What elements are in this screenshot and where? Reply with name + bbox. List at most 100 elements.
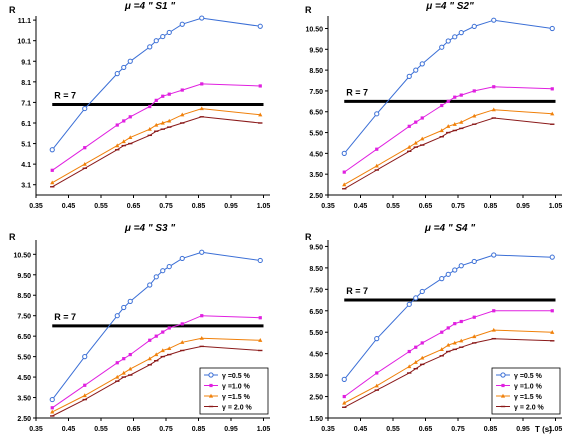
data-point-series-2 bbox=[550, 309, 554, 313]
data-point-series-3 bbox=[147, 126, 152, 131]
data-point-series-1 bbox=[341, 150, 347, 156]
data-point-series-1 bbox=[452, 267, 458, 273]
data-point-series-2 bbox=[407, 349, 411, 354]
data-point-series-2 bbox=[375, 371, 379, 375]
data-point-series-2 bbox=[550, 87, 554, 91]
y-tick-label: 6.1 bbox=[21, 121, 31, 128]
data-point-series-3 bbox=[167, 118, 172, 123]
y-tick-label: 9.50 bbox=[309, 47, 323, 54]
x-tick-label: 0.85 bbox=[192, 426, 206, 433]
x-tick-label: 1.05 bbox=[257, 426, 271, 433]
data-point-series-1 bbox=[147, 282, 153, 288]
legend-entry-label: γ = 2.0 % bbox=[222, 405, 253, 412]
data-point-series-1 bbox=[458, 263, 464, 269]
data-point-series-1 bbox=[419, 288, 425, 295]
y-axis-label: R bbox=[305, 232, 312, 242]
data-point-series-1 bbox=[82, 105, 88, 112]
x-tick-label: 0.95 bbox=[516, 426, 530, 433]
data-point-series-1 bbox=[374, 111, 380, 117]
data-point-series-1 bbox=[49, 147, 55, 153]
data-point-series-1 bbox=[439, 44, 445, 50]
data-point-series-2 bbox=[128, 115, 132, 119]
data-point-series-2 bbox=[161, 94, 165, 98]
data-point-series-3 bbox=[154, 352, 159, 357]
data-point-series-1 bbox=[491, 252, 497, 258]
data-point-series-1 bbox=[406, 73, 412, 79]
series-line-4 bbox=[344, 338, 553, 408]
data-point-series-2 bbox=[420, 341, 424, 345]
series-line-3 bbox=[52, 108, 261, 184]
data-point-series-3 bbox=[459, 119, 464, 124]
x-tick-label: 0.75 bbox=[159, 426, 173, 433]
y-tick-label: 8.50 bbox=[309, 68, 323, 75]
y-tick-label: 1.50 bbox=[309, 416, 323, 423]
y-tick-label: 2.50 bbox=[17, 416, 31, 423]
data-point-series-1 bbox=[257, 23, 263, 29]
y-tick-label: 7.50 bbox=[309, 287, 323, 294]
data-point-series-1 bbox=[549, 254, 555, 260]
series-line-4 bbox=[344, 117, 553, 190]
data-point-series-3 bbox=[550, 111, 555, 116]
data-point-series-2 bbox=[50, 406, 54, 410]
data-point-series-3 bbox=[407, 364, 412, 369]
y-tick-label: 3.50 bbox=[309, 373, 323, 380]
data-point-series-2 bbox=[115, 361, 119, 365]
data-point-series-1 bbox=[127, 58, 133, 64]
data-point-series-2 bbox=[115, 123, 119, 127]
data-point-series-3 bbox=[199, 336, 204, 340]
data-point-series-3 bbox=[167, 346, 172, 351]
y-axis-label: R bbox=[9, 232, 16, 242]
data-point-series-1 bbox=[257, 257, 263, 264]
data-point-series-2 bbox=[148, 104, 152, 109]
series-line-2 bbox=[52, 83, 261, 171]
x-tick-label: 0.35 bbox=[29, 426, 43, 433]
data-point-series-3 bbox=[50, 180, 55, 185]
x-tick-label: 0.45 bbox=[354, 426, 368, 433]
legend-entry-label: γ =0.5 % bbox=[514, 373, 543, 380]
x-tick-label: 0.65 bbox=[419, 203, 433, 210]
x-tick-label: 1.05 bbox=[549, 203, 563, 210]
data-point-series-3 bbox=[258, 338, 263, 342]
data-point-series-3 bbox=[82, 161, 87, 166]
data-point-series-3 bbox=[342, 400, 347, 405]
y-axis-label: R bbox=[305, 5, 312, 15]
data-point-series-1 bbox=[413, 67, 419, 73]
y-tick-label: 3.50 bbox=[309, 172, 323, 179]
x-tick-label: 0.45 bbox=[62, 203, 76, 210]
data-point-series-1 bbox=[406, 301, 412, 307]
data-point-series-3 bbox=[374, 163, 379, 168]
data-point-series-1 bbox=[413, 295, 419, 301]
x-tick-label: 0.55 bbox=[386, 426, 400, 433]
series-line-4 bbox=[52, 116, 261, 188]
legend-swatch-marker bbox=[209, 383, 213, 388]
data-point-series-1 bbox=[374, 336, 380, 342]
legend-entry-label: γ = 2.0 % bbox=[514, 405, 545, 412]
reference-line-label: R = 7 bbox=[54, 312, 76, 322]
data-point-series-2 bbox=[83, 146, 87, 150]
data-point-series-1 bbox=[114, 313, 120, 319]
data-point-series-2 bbox=[50, 168, 54, 172]
y-tick-label: 10.50 bbox=[305, 26, 323, 33]
data-point-series-2 bbox=[459, 93, 463, 97]
reference-line-label: R = 7 bbox=[54, 90, 76, 100]
data-point-series-3 bbox=[199, 106, 204, 111]
data-point-series-2 bbox=[180, 322, 184, 326]
data-point-series-3 bbox=[121, 370, 126, 375]
legend-entry-label: γ =0.5 % bbox=[222, 373, 251, 380]
y-tick-label: 9.50 bbox=[17, 273, 31, 280]
y-tick-label: 6.50 bbox=[17, 334, 31, 341]
data-point-series-2 bbox=[492, 85, 496, 89]
data-point-series-2 bbox=[154, 98, 158, 102]
data-point-series-3 bbox=[258, 112, 263, 117]
data-point-series-3 bbox=[407, 144, 412, 149]
y-tick-label: 4.50 bbox=[17, 375, 31, 382]
y-tick-label: 5.50 bbox=[17, 355, 31, 362]
legend-swatch-marker bbox=[500, 372, 506, 378]
x-tick-label: 0.75 bbox=[451, 426, 465, 433]
data-point-series-2 bbox=[83, 383, 87, 387]
y-tick-label: 5.1 bbox=[21, 142, 31, 149]
series-line-3 bbox=[344, 329, 553, 404]
y-tick-label: 6.50 bbox=[309, 110, 323, 117]
data-point-series-1 bbox=[199, 15, 205, 21]
x-tick-label: 0.85 bbox=[484, 426, 498, 433]
